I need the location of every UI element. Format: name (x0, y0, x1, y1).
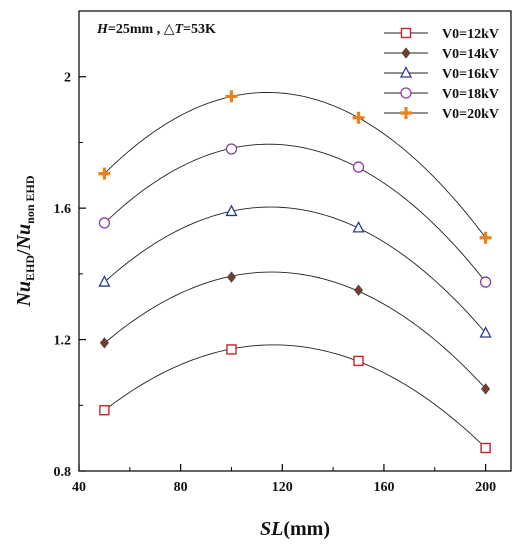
legend-label: V0=20kV (442, 107, 499, 122)
legend-label: V0=12kV (442, 27, 499, 42)
data-point (479, 326, 492, 338)
data-point (352, 220, 365, 233)
data-point (352, 111, 365, 124)
data-point (481, 383, 491, 395)
y-tick-label: 1.2 (54, 334, 72, 349)
legend-marker (399, 66, 413, 78)
data-point (98, 167, 111, 180)
data-point (225, 204, 238, 217)
y-tick-label: 1.6 (54, 202, 72, 217)
plot-frame (78, 10, 512, 472)
data-point (480, 442, 491, 454)
axis-ticks: 40 80 120 160 200 0.8 1.2 1.6 2 (54, 71, 497, 495)
legend-marker (400, 87, 412, 99)
data-point (354, 284, 364, 296)
x-tick-label: 40 (72, 480, 86, 495)
x-tick-label: 200 (475, 480, 496, 495)
data-point (226, 271, 236, 283)
data-point (353, 355, 364, 367)
trend-curve (104, 206, 486, 334)
x-axis-title: SL(mm) (260, 518, 330, 540)
data-point (99, 405, 110, 416)
x-tick-label: 120 (272, 480, 293, 495)
legend-label: V0=18kV (442, 87, 499, 102)
x-tick-label: 160 (373, 480, 394, 495)
y-tick-label: 0.8 (54, 465, 72, 480)
legend-label: V0=14kV (442, 47, 499, 62)
data-point (99, 337, 109, 349)
data-point (98, 217, 111, 229)
trend-curve (104, 92, 486, 238)
legend-marker (400, 107, 412, 119)
trend-curve (104, 143, 486, 283)
legend: V0=12kV V0=14kV V0=16kV V0=18kV V0=20kV (384, 27, 499, 122)
data-point (98, 275, 111, 287)
data-markers (98, 90, 492, 454)
y-tick-label: 2 (64, 71, 71, 86)
trend-curve (104, 271, 486, 389)
x-tick-label: 80 (174, 480, 188, 495)
y-axis-title: NuEHD/Nunon EHD (13, 175, 37, 307)
data-point (479, 231, 492, 244)
legend-label: V0=16kV (442, 67, 499, 82)
data-point (479, 276, 492, 288)
chart-annotation: H=25mm , △T=53K (96, 22, 216, 37)
data-point (352, 161, 365, 173)
data-point (226, 344, 237, 355)
legend-marker (401, 47, 411, 59)
data-point (225, 143, 238, 155)
data-point (225, 90, 238, 103)
trend-curve (104, 344, 486, 449)
legend-marker (400, 27, 412, 39)
trend-curves (104, 92, 486, 449)
